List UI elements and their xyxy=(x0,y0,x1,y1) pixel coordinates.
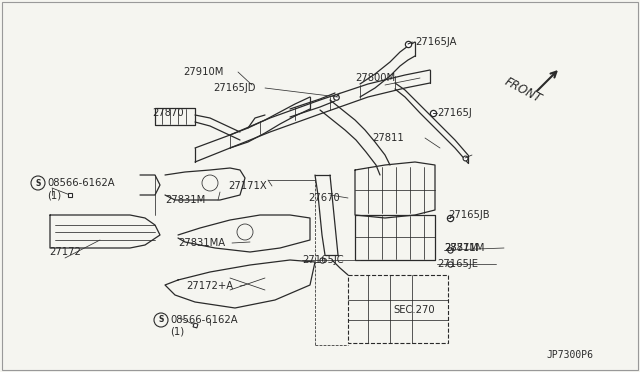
Text: 27171X: 27171X xyxy=(228,181,267,191)
Text: 08566-6162A: 08566-6162A xyxy=(47,178,115,188)
Text: 27870: 27870 xyxy=(152,108,184,118)
Text: 27165JA: 27165JA xyxy=(415,37,456,47)
Text: FRONT: FRONT xyxy=(502,75,543,105)
Text: S: S xyxy=(35,179,41,187)
Text: 27172: 27172 xyxy=(49,247,81,257)
Text: JP7300P6: JP7300P6 xyxy=(546,350,593,360)
Text: 27165JD: 27165JD xyxy=(213,83,255,93)
Text: 27165JB: 27165JB xyxy=(448,210,490,220)
Text: 27800M: 27800M xyxy=(355,73,395,83)
Text: 27165J: 27165J xyxy=(437,108,472,118)
Text: S: S xyxy=(158,315,164,324)
Text: 27165JE: 27165JE xyxy=(437,259,478,269)
Text: 27670: 27670 xyxy=(308,193,340,203)
Text: 27831M: 27831M xyxy=(165,195,205,205)
Bar xyxy=(348,275,448,343)
Text: 08566-6162A: 08566-6162A xyxy=(170,315,237,325)
Text: (1): (1) xyxy=(47,190,61,200)
Text: 27871M: 27871M xyxy=(444,243,484,253)
Text: 27165JC: 27165JC xyxy=(302,255,344,265)
Text: 27811: 27811 xyxy=(372,133,404,143)
Text: SEC.270: SEC.270 xyxy=(393,305,435,315)
Text: (1): (1) xyxy=(170,327,184,337)
Text: 27172+A: 27172+A xyxy=(186,281,233,291)
Text: 27831MA: 27831MA xyxy=(178,238,225,248)
Text: 2871M: 2871M xyxy=(444,243,478,253)
Text: 27910M: 27910M xyxy=(183,67,223,77)
